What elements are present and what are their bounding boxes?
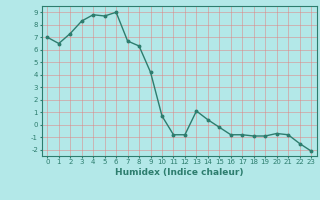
X-axis label: Humidex (Indice chaleur): Humidex (Indice chaleur) [115, 168, 244, 177]
